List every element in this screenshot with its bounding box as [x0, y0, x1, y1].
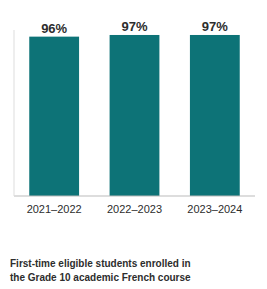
- data-label: 97%: [202, 19, 228, 34]
- x-tick-label: 2022–2023: [107, 203, 162, 215]
- x-tick-label: 2023–2024: [187, 203, 242, 215]
- x-axis-line: [14, 196, 255, 197]
- bar: [29, 37, 79, 196]
- data-label: 96%: [41, 21, 67, 36]
- x-tick-label: 2021–2022: [27, 203, 82, 215]
- bars: [29, 35, 239, 196]
- chart: 96% 97% 97% 2021–2022 2022–2023 2023–2024 Firs…: [0, 0, 267, 289]
- chart-container: 96% 97% 97% 2021–2022 2022–2023 2023–2024 Firs…: [0, 0, 267, 289]
- caption: First-time eligible students enrolled in…: [10, 258, 191, 283]
- bar: [190, 35, 240, 196]
- bar: [110, 35, 160, 196]
- y-axis-line: [14, 30, 15, 196]
- data-label: 97%: [121, 19, 147, 34]
